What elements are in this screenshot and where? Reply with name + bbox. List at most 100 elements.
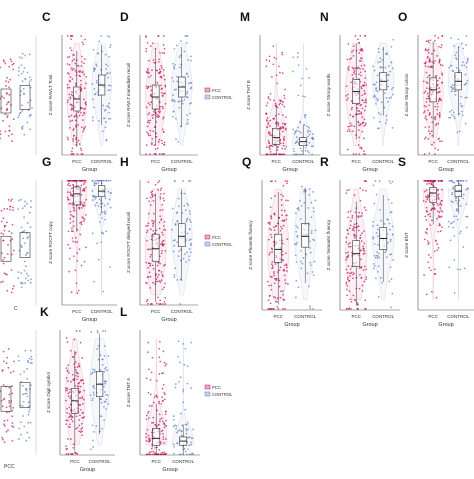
panel-q-point: [286, 238, 289, 240]
panel-c-point: [66, 63, 69, 65]
panel-g-point: [78, 206, 81, 209]
panel-r-point: [347, 245, 350, 248]
panel-g-point: [108, 198, 111, 201]
partial-panel-bottom-point: [2, 350, 5, 353]
panel-m-point: [298, 130, 300, 133]
panel-o-point: [423, 111, 425, 114]
panel-n-point: [357, 129, 360, 131]
panel-g-point: [92, 194, 95, 197]
panel-h-point: [176, 220, 179, 222]
panel-n-point: [359, 71, 362, 74]
partial-panel-mid-point: [24, 282, 26, 284]
panel-s-tick-label: CONTROL: [447, 314, 469, 319]
panel-m-point: [268, 145, 271, 148]
partial-panel-mid-point: [22, 230, 24, 233]
panel-h-point: [150, 191, 153, 194]
panel-s-point: [456, 218, 459, 221]
panel-d-point: [178, 100, 181, 103]
panel-g-point: [77, 289, 80, 292]
panel-h-point: [164, 263, 166, 266]
panel-l-point: [158, 402, 160, 405]
panel-m-point: [303, 123, 306, 126]
panel-o-point: [424, 62, 427, 65]
partial-panel-bottom-box: [19, 382, 31, 408]
partial-panel-bottom-point: [5, 406, 8, 409]
panel-r-point: [364, 308, 367, 310]
panel-h-point: [186, 232, 189, 235]
panel-l-point: [185, 432, 188, 435]
panel-g-xlabel: Group: [82, 317, 97, 323]
panel-d-point: [189, 87, 192, 90]
panel-o-point: [431, 134, 434, 137]
panel-m-point: [268, 142, 271, 145]
panel-g-point: [70, 214, 72, 216]
panel-d-point: [160, 66, 163, 69]
panel-r-point: [352, 273, 354, 276]
panel-m-point: [269, 151, 272, 153]
panel-h-point: [157, 273, 160, 276]
panel-g-point: [70, 291, 73, 294]
panel-h-point: [178, 205, 180, 208]
panel-h-point: [152, 212, 155, 215]
panel-m-xlabel: Group: [282, 167, 297, 173]
panel-h-point: [159, 196, 162, 198]
panel-k-point: [81, 434, 84, 437]
partial-panel-bottom-point: [8, 393, 11, 396]
panel-m-point: [295, 129, 298, 132]
panel-q-point: [271, 276, 273, 278]
panel-n-point: [363, 109, 366, 112]
panel-r-point: [349, 210, 352, 213]
legend-swatch: [204, 94, 211, 100]
panel-s-point: [448, 180, 451, 182]
panel-k-point: [76, 378, 78, 381]
panel-k-point: [76, 453, 79, 455]
partial-panel-top-point: [22, 92, 25, 95]
panel-q-point: [308, 240, 311, 243]
partial-panel-bottom-point: [25, 439, 28, 442]
panel-r-point: [345, 259, 348, 261]
panel-n-point: [373, 94, 376, 97]
panel-n-point: [375, 97, 378, 100]
panel-n-point: [353, 125, 356, 128]
panel-o-point: [441, 81, 443, 84]
panel-h-point: [190, 238, 192, 241]
panel-o-tick-label: PCC: [428, 159, 438, 164]
panel-c-point: [75, 113, 77, 116]
panel-o-point: [453, 45, 455, 47]
panel-r-point: [389, 182, 392, 185]
panel-h-point: [162, 197, 165, 200]
panel-l-point: [149, 393, 152, 396]
panel-o-point: [438, 45, 440, 48]
panel-o-point: [427, 51, 430, 54]
panel-k-point: [77, 375, 79, 378]
partial-panel-bottom-point: [3, 424, 6, 427]
panel-r-point: [376, 228, 379, 231]
panel-q-point: [268, 284, 271, 287]
panel-l-point: [158, 373, 161, 375]
partial-panel-bottom-point: [21, 384, 24, 387]
panel-m-point: [308, 151, 310, 154]
panel-g-point: [101, 232, 104, 235]
panel-n-point: [385, 122, 387, 124]
panel-l-point: [151, 422, 153, 424]
panel-n-point: [354, 35, 357, 37]
panel-n-point: [354, 67, 356, 70]
partial-panel-bottom-point: [27, 413, 30, 416]
panel-g-point: [69, 202, 72, 205]
legend-swatch: [204, 391, 211, 397]
panel-h-xlabel: Group: [161, 317, 176, 323]
panel-m-point: [282, 114, 284, 116]
panel-k-point: [69, 349, 72, 352]
panel-g-point: [82, 183, 85, 185]
partial-panel-top-point: [20, 72, 23, 75]
panel-m-point: [284, 128, 287, 131]
panel-d-point: [161, 128, 164, 131]
panel-m-point: [265, 65, 268, 68]
panel-m-point: [297, 141, 300, 144]
panel-o-point: [424, 90, 427, 93]
panel-s-point: [435, 296, 438, 299]
panel-r-point: [349, 224, 352, 227]
panel-d-point: [152, 113, 155, 116]
panel-d-point: [162, 117, 164, 120]
